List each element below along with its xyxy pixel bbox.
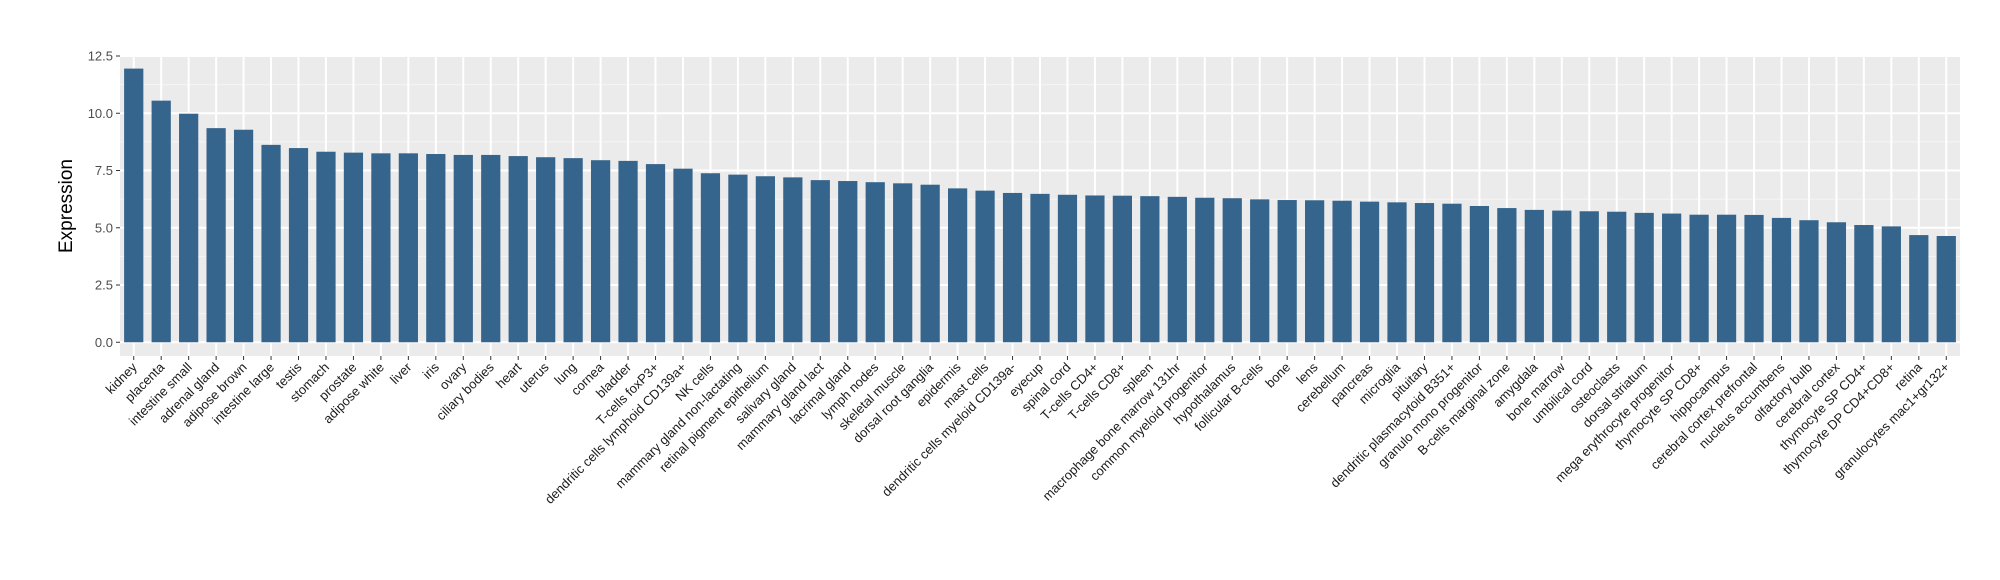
bar-pancreas [1359,201,1380,343]
y-tick-label: 5.0 [95,220,113,235]
bar-amygdala [1524,209,1544,343]
x-tick-label: bone [1262,360,1293,391]
bar-dendritic-plasmacytoid-b351 [1442,203,1462,343]
bar-intestine-small [179,113,199,343]
bar-adipose-brown [233,129,254,343]
bar-olfactory-bulb [1799,220,1819,343]
bar-nk-cells [700,173,721,343]
bar-lens [1305,200,1325,343]
y-tick-label: 2.5 [95,278,113,293]
bar-iris [426,154,446,343]
y-tick-label: 10.0 [88,106,113,121]
bar-bladder [618,160,638,343]
y-axis-title: Expression [56,159,77,253]
bar-adipose-white [371,153,391,343]
bar-lung [563,158,583,343]
bar-testis [288,148,309,343]
bar-bone-marrow [1552,210,1572,343]
bar-uterus [536,157,556,343]
bar-common-myeloid-progenitor [1195,197,1215,343]
bar-thymocyte-sp-cd4 [1854,225,1874,343]
bar-cerebral-cortex-prefrontal [1744,214,1764,343]
bar-mammary-gland-non-lactating [728,174,748,343]
bar-nucleus-accumbens [1771,217,1792,343]
bar-dendritic-cells-myeloid-cd139a [1002,192,1023,343]
bar-adrenal-gland [206,128,226,343]
bar-macrophage-bone-marrow-131hr [1167,196,1187,343]
bar-granulo-mono-progenitor [1469,206,1490,343]
bar-lacrimal-gland [838,181,858,343]
bar-eyecup [1030,193,1050,343]
bar-mammary-gland-lact [810,180,830,343]
bars [124,68,1956,343]
bar-thymocyte-sp-cd8 [1689,214,1709,343]
bar-t-cells-foxp3 [645,164,666,343]
bar-dendritic-cells-lymphoid-cd139a [673,168,693,343]
bar-spleen [1140,196,1160,343]
bar-microglia [1387,202,1407,343]
bar-prostate [343,152,364,343]
bar-bone [1277,200,1297,343]
bar-mega-erythrocyte-progenitor [1662,213,1682,343]
bar-mast-cells [975,190,995,343]
bar-placenta [151,100,171,343]
bar-lymph-nodes [865,182,885,343]
bar-dorsal-root-ganglia [920,184,940,343]
bar-cornea [590,160,611,343]
bar-t-cells-cd4 [1085,195,1105,343]
x-tick-label: uterus [516,359,553,396]
bar-cerebral-cortex [1826,222,1847,343]
bar-t-cells-cd8 [1112,195,1132,343]
bar-retinal-pigment-epithelium [755,176,775,343]
bar-dorsal-striatum [1634,212,1654,343]
bar-epidermis [948,188,968,343]
y-tick-label: 0.0 [95,335,113,350]
bar-skeletal-muscle [893,183,913,343]
y-tick-label: 12.5 [88,49,113,64]
bar-hippocampus [1716,214,1737,343]
bar-follicular-b-cells [1250,199,1270,343]
bar-intestine-large [261,144,281,343]
bar-retina [1909,235,1929,343]
bar-osteoclasts [1607,211,1627,343]
bar-hypothalamus [1222,198,1242,343]
bar-heart [508,156,528,343]
bar-umbilical-cord [1579,211,1599,343]
bar-salivary-gland [783,177,803,343]
bar-pituitary [1414,203,1435,343]
bar-ovary [453,154,473,343]
bar-b-cells-marginal-zone [1497,208,1517,343]
bar-granulocytes-mac1-gr132 [1936,236,1956,343]
bar-ciliary-bodies [481,154,501,343]
bar-kidney [124,68,144,343]
bar-stomach [316,151,336,343]
bar-liver [398,153,418,343]
bar-thymocyte-dp-cd4-cd8 [1881,226,1901,343]
y-tick-label: 7.5 [95,163,113,178]
bar-cerebellum [1332,200,1352,343]
y-axis: 0.0 2.5 5.0 7.5 10.0 12.5 [88,49,120,350]
bar-spinal-cord [1057,194,1078,343]
x-tick-label: liver [387,359,415,387]
